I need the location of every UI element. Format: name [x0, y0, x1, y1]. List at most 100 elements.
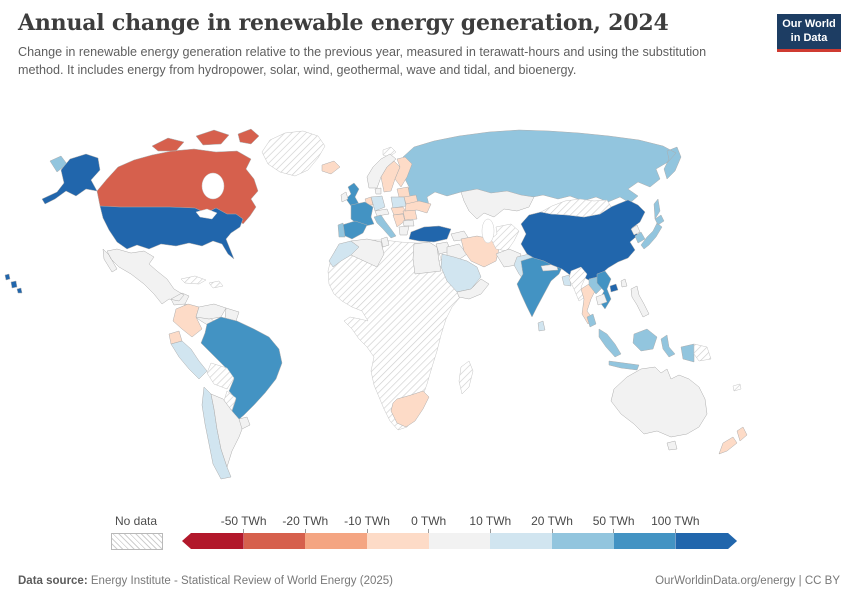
country-ireland[interactable]: Ireland: 0 to 10 TWh [340, 191, 349, 203]
country-australia[interactable]: Australia: 0 to 10 TWh [610, 366, 708, 451]
country-new-caledonia[interactable]: New Caledonia: No data [732, 383, 742, 392]
legend-tick-label: 0 TWh [411, 514, 447, 528]
country-bulgaria[interactable]: Bulgaria: 0 to 10 TWh [402, 219, 415, 227]
legend-tick-mark [428, 529, 430, 533]
country-cambodia[interactable]: Cambodia: 0 to 10 TWh [595, 293, 608, 306]
country-greece[interactable]: Greece: 0 to 10 TWh [398, 225, 410, 236]
country-bolivia[interactable]: Bolivia: No data [206, 362, 235, 390]
country-ukraine[interactable]: Ukraine: -10 to 0 TWh [404, 200, 432, 214]
legend-tick-label: -20 TWh [282, 514, 329, 528]
chart-footer: Data source: Energy Institute - Statisti… [0, 575, 850, 587]
country-philippines[interactable]: Philippines: 0 to 10 TWh [630, 285, 650, 318]
country-svalbard[interactable]: Svalbard: No data [382, 146, 397, 158]
country-mongolia[interactable]: Mongolia: No data [540, 198, 612, 218]
country-balkans[interactable]: Western Balkans: -10 to 0 TWh [392, 213, 406, 228]
country-argentina[interactable]: Argentina: 0 to 10 TWh [210, 393, 245, 468]
country-indonesia[interactable]: Indonesia: 20 to 50 TWh [598, 328, 695, 371]
country-kazakhstan[interactable]: Kazakhstan: 0 to 10 TWh [460, 188, 535, 220]
page-subtitle: Change in renewable energy generation re… [18, 45, 707, 78]
country-south-africa[interactable]: South Africa: -10 to 0 TWh [390, 390, 430, 428]
legend-tick-mark [674, 529, 676, 533]
country-spain[interactable]: Spain: 50 to 100 TWh [341, 220, 368, 240]
country-russia[interactable]: Russia: 20 to 50 TWh [49, 129, 682, 220]
country-tunisia[interactable]: Tunisia: 0 to 10 TWh [380, 236, 390, 248]
country-germany[interactable]: Germany: 10 to 20 TWh [370, 195, 386, 212]
country-portugal[interactable]: Portugal: 20 to 50 TWh [337, 222, 346, 238]
legend-tick-label: -50 TWh [220, 514, 267, 528]
country-colombia[interactable]: Colombia: -10 to 0 TWh [172, 303, 203, 338]
legend-bin--100[interactable] [675, 533, 737, 549]
country-papua-new-guinea[interactable]: Papua New Guinea: No data [693, 343, 712, 362]
country-venezuela[interactable]: Venezuela: 0 to 10 TWh [195, 303, 227, 320]
country-canada[interactable]: Canada: -50 to -20 TWh [96, 128, 260, 225]
country-united-states[interactable]: United States: > 100 TWh [4, 153, 244, 294]
legend-tick-label: 20 TWh [531, 514, 573, 528]
country-brazil[interactable]: Brazil: 50 to 100 TWh [200, 316, 283, 422]
country-cuba[interactable]: Cuba: No data [180, 275, 207, 285]
country-north-korea[interactable]: North Korea: 0 to 10 TWh [630, 224, 641, 236]
owid-logo[interactable]: Our World in Data [777, 14, 841, 52]
legend-tick-mark [243, 529, 245, 533]
country-switzerland-austria[interactable]: Switzerland and Austria: 0 to 10 TWh [374, 208, 390, 217]
country-japan[interactable]: Japan: 20 to 50 TWh [640, 214, 665, 250]
country-france[interactable]: France: 50 to 100 TWh [350, 201, 375, 228]
owid-citation-link[interactable]: OurWorldinData.org/energy | CC BY [655, 575, 840, 587]
country-taiwan[interactable]: Taiwan: 0 to 10 TWh [620, 278, 628, 288]
caspian-sea [481, 218, 495, 244]
legend-bin--20-to--10[interactable] [305, 533, 368, 549]
country-iran[interactable]: Iran: -10 to 0 TWh [460, 235, 500, 268]
country-algeria[interactable]: Algeria: 0 to 10 TWh [350, 238, 385, 268]
country-denmark[interactable]: Denmark: 0 to 10 TWh [374, 187, 382, 195]
country-turkey[interactable]: Turkey: > 100 TWh [408, 225, 452, 243]
legend-no-data-swatch[interactable] [111, 533, 163, 550]
country-saudi-arabia[interactable]: Saudi Arabia: 10 to 20 TWh [440, 253, 482, 293]
country-bangladesh[interactable]: Bangladesh: 10 to 20 TWh [561, 274, 572, 287]
legend-bin-50-to-100[interactable] [613, 533, 676, 549]
legend-tick-label: 50 TWh [592, 514, 635, 528]
data-source-line: Data source: Energy Institute - Statisti… [18, 575, 393, 587]
country-romania[interactable]: Romania: -10 to 0 TWh [402, 209, 418, 221]
legend-tick-label: -10 TWh [344, 514, 390, 528]
country-united-kingdom[interactable]: United Kingdom: 50 to 100 TWh [345, 182, 360, 207]
country-egypt[interactable]: Egypt: 0 to 10 TWh [412, 241, 442, 275]
map-legend: No data -50 TWh -20 TWh -10 TWh 0 TWh 10 TWh… [0, 512, 850, 552]
legend-tick-label: 100 TWh [651, 514, 700, 528]
country-finland[interactable]: Finland: -10 to 0 TWh [394, 156, 413, 188]
owid-logo-line2: in Data [790, 31, 828, 44]
country-south-korea[interactable]: South Korea: 20 to 50 TWh [634, 231, 646, 244]
country-poland[interactable]: Poland: 10 to 20 TWh [390, 196, 407, 209]
country-yemen-oman[interactable]: Yemen and Oman: 0 to 10 TWh [456, 278, 490, 300]
country-mexico[interactable]: Mexico: 0 to 10 TWh [102, 248, 190, 306]
country-caribbean[interactable]: Caribbean islands: No data [208, 280, 224, 289]
country-italy[interactable]: Italy: 20 to 50 TWh [373, 214, 397, 239]
legend-tick-mark [551, 529, 553, 533]
country-greenland[interactable]: Greenland: No data [261, 130, 326, 177]
page-title: Annual change in renewable energy genera… [18, 10, 669, 36]
country-central-asia-stans[interactable]: Turkmenistan and Uzbekistan: No data [490, 223, 520, 252]
country-norway[interactable]: Norway: 0 to 10 TWh [366, 153, 397, 189]
legend-tick-mark [613, 529, 615, 533]
country-new-zealand[interactable]: New Zealand: -10 to 0 TWh [718, 426, 748, 455]
legend-bin---50[interactable] [182, 533, 244, 549]
owid-logo-line1: Our World [782, 18, 836, 30]
legend-tick-mark [366, 529, 368, 533]
legend-bin--50-to--20[interactable] [243, 533, 306, 549]
hudson-bay [201, 172, 225, 200]
legend-color-bar [182, 533, 737, 549]
legend-bin-20-to-50[interactable] [552, 533, 614, 549]
legend-bin-0-to-10[interactable] [428, 533, 491, 549]
country-sri-lanka[interactable]: Sri Lanka: 10 to 20 TWh [537, 320, 546, 332]
data-source-text: Energy Institute - Statistical Review of… [90, 575, 393, 587]
country-baltic-states[interactable]: Baltic states: -10 to 0 TWh [396, 186, 411, 198]
country-uruguay[interactable]: Uruguay: 0 to 10 TWh [238, 416, 251, 430]
country-peru[interactable]: Peru: 10 to 20 TWh [170, 340, 208, 380]
legend-bin-10-to-20[interactable] [490, 533, 553, 549]
country-malaysia[interactable]: Malaysia: 20 to 50 TWh [586, 313, 597, 328]
legend-bin--10-to-0[interactable] [367, 533, 429, 549]
great-lakes [195, 208, 218, 220]
country-iceland[interactable]: Iceland: -10 to 0 TWh [321, 160, 341, 175]
country-madagascar[interactable]: Madagascar: No data [458, 360, 474, 395]
